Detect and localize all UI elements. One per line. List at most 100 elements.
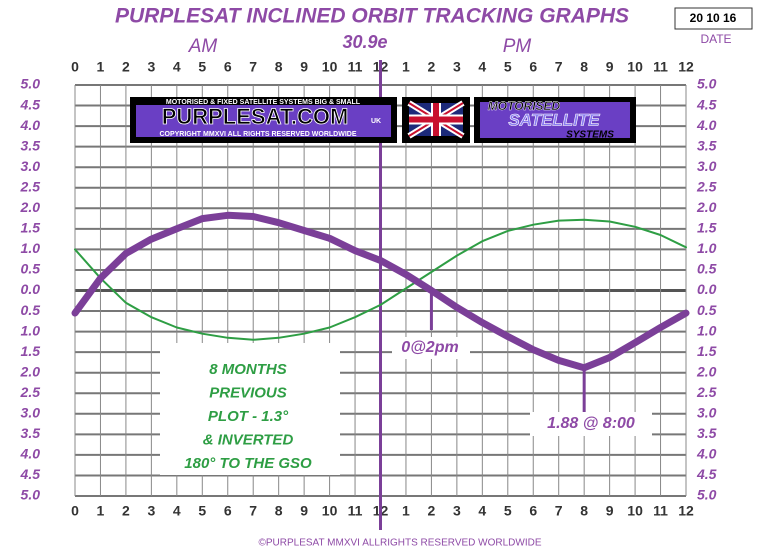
- x-tick-label-bottom: 6: [529, 503, 537, 519]
- banner-left-inner: [136, 105, 391, 137]
- x-tick-label: 8: [275, 59, 283, 75]
- x-tick-label: 3: [147, 59, 155, 75]
- x-tick-label-bottom: 3: [147, 503, 155, 519]
- x-tick-label: 7: [555, 59, 563, 75]
- crossing-box: [392, 337, 470, 359]
- y-tick-label: 1.5: [21, 220, 41, 236]
- x-tick-label-bottom: 11: [348, 503, 363, 519]
- x-tick-label: 3: [453, 59, 461, 75]
- x-tick-label-bottom: 11: [653, 503, 668, 519]
- x-tick-label-bottom: 8: [275, 503, 283, 519]
- y-tick-label-right: 2.5: [696, 384, 717, 400]
- banner-word1: MOTORISED: [488, 99, 561, 113]
- x-tick-label: 4: [173, 59, 181, 75]
- x-tick-label-bottom: 2: [428, 503, 436, 519]
- series-line: [74, 218, 687, 341]
- x-tick-label-bottom: 2: [122, 503, 130, 519]
- date: 20 10 16: [690, 11, 737, 25]
- x-tick-label-bottom: 4: [478, 503, 486, 519]
- y-tick-label-right: 3.5: [697, 137, 717, 153]
- y-tick-label-right: 2.0: [696, 199, 717, 215]
- flag-cross-red: [409, 103, 463, 136]
- banner-word3: SYSTEMS: [566, 130, 614, 141]
- y-tick-label-right: 1.5: [697, 220, 717, 236]
- x-tick-label: 5: [504, 59, 512, 75]
- y-tick-label: 4.0: [20, 446, 41, 462]
- x-tick-label: 2: [428, 59, 436, 75]
- note-line: 180° TO THE GSO: [184, 455, 312, 472]
- y-tick-label-right: 1.0: [697, 240, 717, 256]
- y-tick-label: 0.5: [21, 261, 41, 277]
- y-tick-label: 1.0: [21, 240, 41, 256]
- x-tick-label: 1: [402, 59, 410, 75]
- crossing-label: 0@2pm: [401, 339, 458, 356]
- y-tick-label-right: 5.0: [697, 487, 717, 503]
- note-line: & INVERTED: [203, 431, 294, 448]
- banner-right-inner: [480, 102, 630, 138]
- x-tick-label: 12: [678, 59, 694, 75]
- y-tick-label-right: 1.5: [697, 343, 717, 359]
- y-tick-label: 2.0: [20, 199, 41, 215]
- min-box: [530, 412, 652, 436]
- note-box: [160, 343, 340, 475]
- chart-title: PURPLESAT INCLINED ORBIT TRACKING GRAPHS: [115, 5, 629, 28]
- x-tick-label: 10: [322, 59, 338, 75]
- y-tick-label: 3.5: [21, 137, 41, 153]
- y-tick-label-right: 4.0: [696, 446, 717, 462]
- banner-word2: SATELLITE: [508, 110, 600, 129]
- y-tick-label-right: 0.5: [697, 302, 717, 318]
- x-tick-label: 5: [198, 59, 206, 75]
- y-tick-label-right: 0.0: [697, 281, 717, 297]
- footer: ©PURPLESAT MMXVI ALLRIGHTS RESERVED WORL…: [259, 538, 542, 549]
- y-tick-label: 1.0: [21, 322, 41, 338]
- x-tick-label: 9: [300, 59, 308, 75]
- y-tick-label: 3.0: [21, 405, 41, 421]
- x-tick-label-bottom: 8: [580, 503, 588, 519]
- y-tick-label: 4.5: [20, 96, 41, 112]
- note-line: PREVIOUS: [209, 384, 287, 401]
- y-tick-label-right: 1.0: [697, 322, 717, 338]
- y-tick-label: 5.0: [21, 76, 41, 92]
- y-tick-label: 3.5: [21, 425, 41, 441]
- x-tick-label-bottom: 3: [453, 503, 461, 519]
- y-tick-label: 0.5: [21, 302, 41, 318]
- y-tick-label: 0.0: [21, 281, 41, 297]
- x-tick-label: 11: [348, 59, 363, 75]
- x-tick-label: 6: [529, 59, 537, 75]
- x-tick-label: 4: [478, 59, 486, 75]
- date-label: DATE: [700, 32, 731, 46]
- min-label: 1.88 @ 8:00: [547, 415, 635, 432]
- x-tick-label: 11: [653, 59, 668, 75]
- y-tick-label: 4.0: [20, 117, 41, 133]
- note-line: 8 MONTHS: [209, 361, 287, 378]
- banner-copyright: COPYRIGHT MMXVI ALL RIGHTS RESERVED WORL…: [159, 131, 356, 138]
- y-tick-label: 4.5: [20, 466, 41, 482]
- x-tick-label-bottom: 1: [97, 503, 105, 519]
- x-tick-label: 6: [224, 59, 232, 75]
- y-tick-label: 5.0: [21, 487, 41, 503]
- x-tick-label-bottom: 7: [249, 503, 257, 519]
- x-tick-label-bottom: 6: [224, 503, 232, 519]
- banner-tagline: MOTORISED & FIXED SATELLITE SYSTEMS BIG …: [166, 99, 361, 106]
- position-label: 30.9e: [342, 32, 387, 52]
- x-tick-label-bottom: 10: [627, 503, 643, 519]
- y-tick-label-right: 4.0: [696, 117, 717, 133]
- y-tick-label: 2.0: [20, 363, 41, 379]
- x-tick-label: 8: [580, 59, 588, 75]
- x-tick-label: 2: [122, 59, 130, 75]
- x-tick-label-bottom: 9: [606, 503, 614, 519]
- pm-label: PM: [503, 36, 532, 57]
- y-tick-label: 3.0: [21, 158, 41, 174]
- x-tick-label: 0: [71, 59, 79, 75]
- x-tick-label-bottom: 1: [402, 503, 410, 519]
- y-tick-label-right: 2.5: [696, 178, 717, 194]
- banner: MOTORISED & FIXED SATELLITE SYSTEMS BIG …: [130, 97, 636, 143]
- x-tick-label-bottom: 12: [678, 503, 694, 519]
- y-tick-label-right: 0.5: [697, 261, 717, 277]
- x-tick-label-bottom: 4: [173, 503, 181, 519]
- banner-site: PURPLESAT.COM: [162, 104, 349, 129]
- banner-uk: UK: [371, 118, 381, 125]
- x-tick-label-bottom: 9: [300, 503, 308, 519]
- x-tick-label: 1: [97, 59, 105, 75]
- y-tick-label-right: 4.5: [696, 466, 717, 482]
